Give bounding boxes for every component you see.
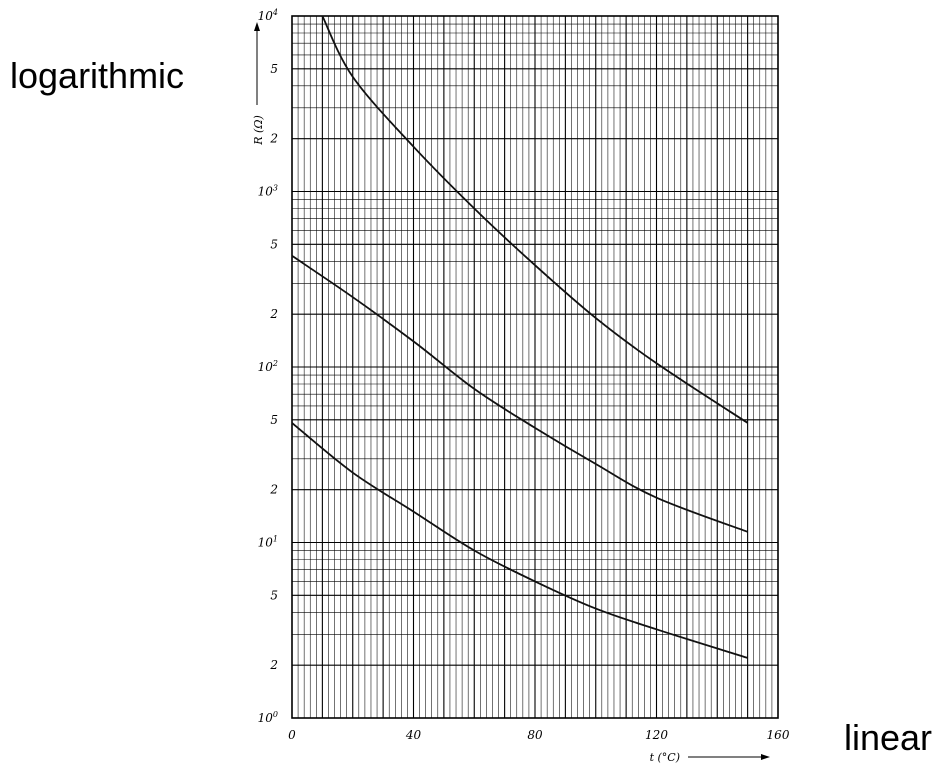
y-tick-base: 10 <box>258 360 274 374</box>
y-tick-exponent: 4 <box>272 8 278 17</box>
y-tick-label: 104 <box>258 8 278 23</box>
major-gridlines <box>292 16 778 718</box>
y-tick-base: 10 <box>258 711 274 725</box>
y-tick-base: 2 <box>269 132 278 146</box>
y-tick-exponent: 1 <box>273 535 278 544</box>
y-axis-arrow-head <box>254 22 260 31</box>
y-tick-exponent: 0 <box>273 710 278 719</box>
y-tick-base: 5 <box>270 413 278 427</box>
y-tick-exponent: 3 <box>273 184 278 193</box>
y-tick-exponent: 2 <box>272 359 278 368</box>
x-tick-label: 160 <box>767 728 790 742</box>
x-axis-arrow-head <box>761 754 770 760</box>
x-tick-label: 40 <box>405 728 422 742</box>
y-tick-base: 2 <box>269 658 278 672</box>
y-axis-label: R (Ω) <box>252 115 265 145</box>
y-tick-label: 5 <box>270 413 278 427</box>
y-tick-base: 5 <box>270 588 278 602</box>
x-tick-label: 0 <box>288 728 296 742</box>
x-axis-label: t (°C) <box>650 751 680 764</box>
y-tick-label: 5 <box>270 237 278 251</box>
y-tick-label: 5 <box>270 588 278 602</box>
y-tick-base: 5 <box>270 62 278 76</box>
y-tick-base: 2 <box>269 307 278 321</box>
y-tick-label: 2 <box>269 658 278 672</box>
y-tick-base: 2 <box>269 483 278 497</box>
x-tick-label: 80 <box>527 728 543 742</box>
curve-2 <box>291 255 748 533</box>
y-tick-base: 5 <box>270 237 278 251</box>
y-tick-label: 2 <box>269 307 278 321</box>
y-tick-label: 103 <box>258 184 278 199</box>
x-scale-annotation: linear <box>844 717 933 758</box>
curve-1 <box>321 15 749 424</box>
y-tick-label: 2 <box>269 483 278 497</box>
y-tick-label: 2 <box>269 132 278 146</box>
y-tick-label: 100 <box>258 710 278 725</box>
y-tick-base: 10 <box>258 536 274 550</box>
y-tick-base: 10 <box>258 185 274 199</box>
y-scale-annotation: logarithmic <box>10 55 185 96</box>
plot-frame <box>291 15 779 719</box>
curves <box>291 15 749 659</box>
y-tick-label: 5 <box>270 62 278 76</box>
x-tick-labels: 0 40 80 120 160 <box>288 728 790 742</box>
x-tick-label: 120 <box>645 728 668 742</box>
y-tick-label: 101 <box>258 535 278 550</box>
curve-3 <box>291 422 748 659</box>
y-tick-base: 10 <box>258 9 274 23</box>
y-tick-label: 102 <box>258 359 278 374</box>
